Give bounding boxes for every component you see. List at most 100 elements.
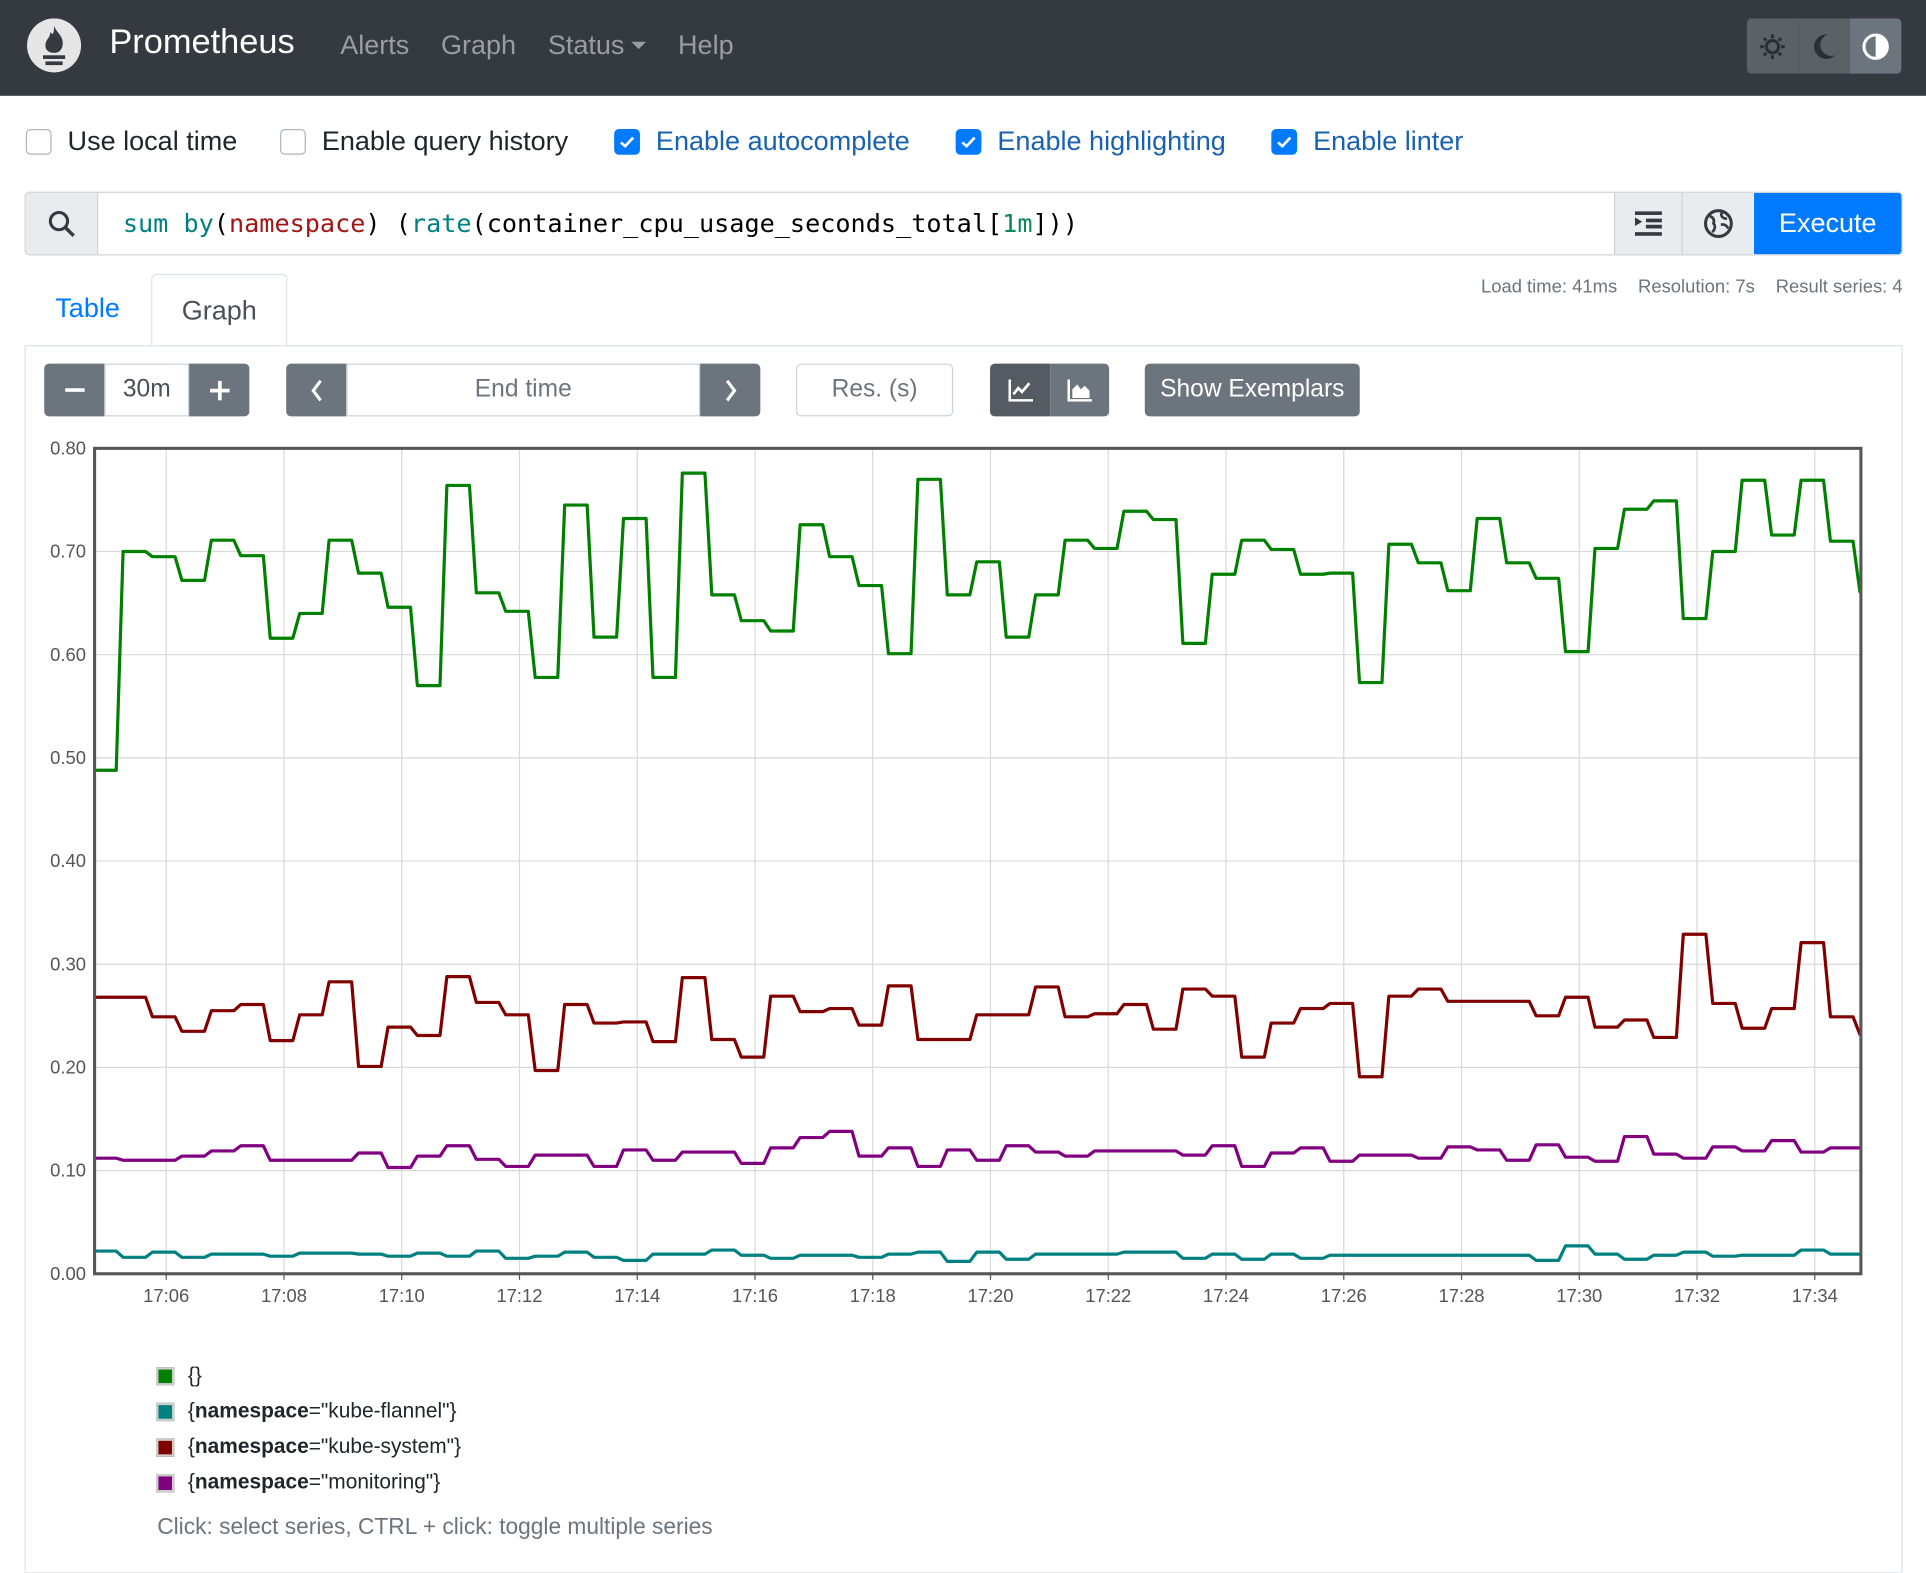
y-tick-label: 0.50	[50, 747, 86, 768]
legend-key: namespace	[194, 1434, 309, 1459]
legend-value: "kube-flannel"}	[320, 1399, 457, 1423]
option-label: Enable autocomplete	[655, 125, 910, 156]
legend-item[interactable]: {namespace = "kube-flannel"}	[155, 1399, 457, 1424]
load-time: Load time: 41ms	[1480, 276, 1618, 298]
x-tick-label: 17:24	[1203, 1285, 1249, 1306]
query-token: ) (	[365, 208, 411, 239]
sun-icon	[1760, 33, 1785, 59]
x-tick-label: 17:20	[967, 1285, 1013, 1306]
query-token: (container_cpu_usage_seconds_total[	[471, 208, 1003, 239]
checkmark-icon	[961, 136, 976, 148]
decrease-range-button[interactable]	[44, 363, 105, 417]
option-label: Enable linter	[1313, 125, 1464, 156]
legend-prefix: {	[187, 1470, 195, 1494]
y-tick-label: 0.60	[50, 644, 86, 665]
legend-item[interactable]: {namespace = "monitoring"}	[155, 1470, 440, 1495]
navbar: Prometheus Alerts Graph Status Help	[0, 0, 1926, 96]
range-control: 30m	[44, 363, 250, 417]
previous-time-button[interactable]	[286, 363, 347, 417]
chevron-right-icon	[725, 379, 736, 401]
checkbox-checked[interactable]	[955, 128, 982, 155]
series-line	[94, 932, 1861, 1079]
x-tick-label: 17:16	[732, 1285, 778, 1306]
query-token: 1m	[1002, 208, 1033, 239]
theme-switcher	[1746, 18, 1902, 74]
format-expression-button[interactable]	[1614, 192, 1682, 255]
caret-down-icon	[631, 41, 647, 50]
stacked-chart-button[interactable]	[1050, 363, 1110, 417]
legend-key: namespace	[194, 1399, 309, 1423]
legend-prefix: {	[187, 1434, 195, 1459]
legend-item[interactable]: {}	[155, 1363, 202, 1388]
show-exemplars-button[interactable]: Show Exemplars	[1144, 363, 1360, 417]
graph-chart[interactable]: 0.00 0.10 0.20 0.30 0.40 0.50 0.60 0.70 0.80 17:0…	[0, 418, 1926, 1327]
x-tick-label: 17:32	[1674, 1285, 1720, 1306]
checkbox[interactable]	[280, 128, 306, 155]
query-expression-input[interactable]: sum by(namespace) (rate (container_cpu_us…	[97, 192, 1614, 255]
tab-table[interactable]: Table	[55, 292, 120, 324]
tab-graph[interactable]: Graph	[151, 273, 288, 347]
x-tick-label: 17:34	[1792, 1285, 1838, 1306]
contrast-icon	[1862, 32, 1889, 60]
y-tick-label: 0.70	[50, 541, 86, 562]
nav-help[interactable]: Help	[678, 29, 734, 61]
y-tick-label: 0.20	[50, 1057, 86, 1078]
checkmark-icon	[620, 136, 635, 148]
chart-type-toggle	[990, 363, 1110, 417]
legend-item[interactable]: {namespace = "kube-system"}	[155, 1434, 462, 1460]
search-addon	[25, 192, 98, 255]
checkbox-checked[interactable]	[1271, 128, 1298, 155]
option-enable-query-history[interactable]: Enable query history	[280, 124, 568, 158]
next-time-button[interactable]	[700, 363, 761, 417]
option-label: Enable highlighting	[997, 125, 1226, 156]
y-tick-label: 0.40	[50, 850, 86, 871]
prometheus-logo-icon[interactable]	[27, 18, 82, 73]
nav-status-dropdown[interactable]: Status	[548, 29, 647, 61]
x-tick-label: 17:08	[261, 1285, 307, 1306]
resolution-input[interactable]: Res. (s)	[795, 363, 954, 417]
metrics-explorer-button[interactable]	[1681, 192, 1755, 255]
theme-light-button[interactable]	[1746, 18, 1799, 74]
series-line	[94, 471, 1861, 772]
nav-alerts[interactable]: Alerts	[340, 29, 410, 61]
option-enable-highlighting[interactable]: Enable highlighting	[955, 124, 1226, 158]
x-tick-label: 17:22	[1085, 1285, 1131, 1306]
checkbox[interactable]	[25, 128, 52, 155]
minus-icon	[64, 387, 85, 392]
legend-eq: =	[308, 1470, 321, 1494]
resolution: Resolution: 7s	[1638, 276, 1755, 298]
legend-prefix: {	[187, 1399, 195, 1423]
query-token: ]))	[1032, 208, 1078, 239]
moon-icon	[1814, 33, 1836, 59]
end-time-input[interactable]: End time	[346, 363, 701, 417]
checkbox-checked[interactable]	[614, 128, 640, 155]
indent-format-icon	[1634, 211, 1662, 236]
brand-title[interactable]: Prometheus	[109, 22, 295, 61]
series-line	[94, 1129, 1861, 1170]
theme-auto-button[interactable]	[1849, 18, 1902, 74]
series-line	[94, 1244, 1861, 1263]
checkmark-icon	[1277, 136, 1292, 148]
option-enable-linter[interactable]: Enable linter	[1271, 124, 1463, 158]
legend-value: "kube-system"}	[320, 1434, 462, 1459]
option-use-local-time[interactable]: Use local time	[25, 124, 237, 158]
theme-dark-button[interactable]	[1798, 18, 1850, 74]
result-series: Result series: 4	[1775, 276, 1903, 298]
x-tick-label: 17:18	[850, 1285, 896, 1306]
line-chart-button[interactable]	[990, 363, 1051, 417]
legend-hint: Click: select series, CTRL + click: togg…	[157, 1513, 713, 1540]
y-tick-label: 0.30	[50, 953, 86, 974]
x-tick-label: 17:12	[496, 1285, 542, 1306]
query-stats: Load time: 41ms Resolution: 7s Result se…	[1481, 276, 1903, 297]
nav-graph[interactable]: Graph	[440, 29, 517, 61]
range-input[interactable]: 30m	[104, 363, 190, 417]
execute-button[interactable]: Execute	[1754, 192, 1902, 255]
increase-range-button[interactable]	[189, 363, 250, 417]
x-tick-label: 17:30	[1556, 1285, 1602, 1306]
x-tick-label: 17:10	[379, 1285, 425, 1306]
option-enable-autocomplete[interactable]: Enable autocomplete	[614, 124, 910, 158]
end-time-control: End time	[286, 363, 761, 417]
plus-icon	[209, 380, 230, 400]
x-tick-label: 17:28	[1438, 1285, 1484, 1306]
series-color-swatch	[155, 1437, 175, 1457]
